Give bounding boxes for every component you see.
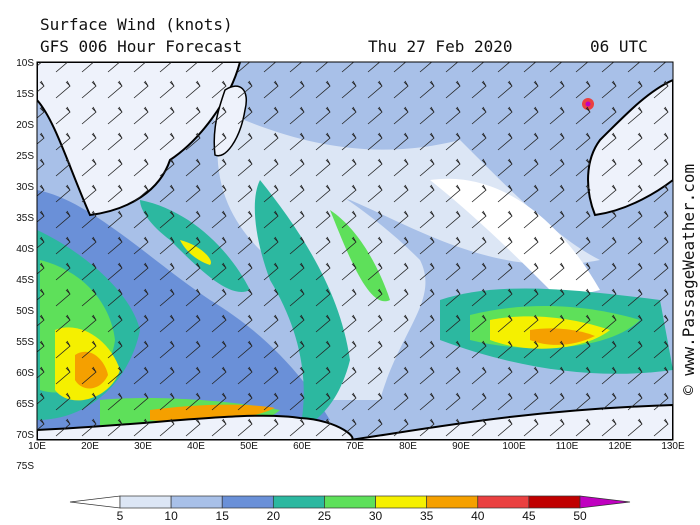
colorbar-swatch xyxy=(375,495,428,509)
colorbar-label: 45 xyxy=(522,509,536,523)
colorbar-swatch xyxy=(477,495,530,509)
colorbar-swatch xyxy=(324,495,376,509)
lon-label: 20E xyxy=(81,441,99,452)
lat-label: 15S xyxy=(16,89,34,100)
lat-label: 50S xyxy=(16,306,34,317)
lon-label: 100E xyxy=(502,441,526,452)
time: 06 UTC xyxy=(590,37,648,56)
colorbar-label: 5 xyxy=(117,509,124,523)
lat-label: 45S xyxy=(16,275,34,286)
colorbar-label: 25 xyxy=(318,509,332,523)
colorbar-low xyxy=(69,495,121,509)
colorbar-swatch xyxy=(119,495,172,509)
colorbar-label: 30 xyxy=(369,509,383,523)
lon-label: 120E xyxy=(608,441,632,452)
subtitle: GFS 006 Hour Forecast xyxy=(40,37,242,56)
colorbar-label: 20 xyxy=(267,509,281,523)
lon-label: 10E xyxy=(28,441,46,452)
date: Thu 27 Feb 2020 xyxy=(368,37,513,56)
colorbar-swatch xyxy=(221,495,274,509)
lon-label: 110E xyxy=(556,441,579,452)
lon-label: 30E xyxy=(134,441,152,452)
colorbar-label: 10 xyxy=(164,509,178,523)
lat-label: 35S xyxy=(16,213,34,224)
colorbar-label: 15 xyxy=(216,509,230,523)
lon-label: 50E xyxy=(240,441,258,452)
colorbar-swatch xyxy=(528,495,581,509)
lat-label: 20S xyxy=(16,120,34,131)
lon-label: 70E xyxy=(346,441,364,452)
credit: © www.PassageWeather.com xyxy=(679,164,698,395)
lat-label: 30S xyxy=(16,182,34,193)
colorbar-high xyxy=(579,495,631,509)
lat-label: 55S xyxy=(16,337,34,348)
lat-label: 70S xyxy=(16,430,34,441)
lon-label: 60E xyxy=(293,441,311,452)
lat-label: 60S xyxy=(16,368,34,379)
title: Surface Wind (knots) xyxy=(40,15,233,34)
colorbar-swatch xyxy=(426,495,479,509)
lat-label: 40S xyxy=(16,244,34,255)
lon-label: 40E xyxy=(187,441,205,452)
lat-label: 75S xyxy=(16,461,34,472)
lat-label: 10S xyxy=(16,58,34,69)
map-frame xyxy=(36,61,674,441)
colorbar-label: 35 xyxy=(420,509,434,523)
lat-label: 65S xyxy=(16,399,34,410)
lon-label: 80E xyxy=(399,441,417,452)
lat-label: 25S xyxy=(16,151,34,162)
colorbar-label: 40 xyxy=(471,509,485,523)
lon-label: 90E xyxy=(452,441,470,452)
map xyxy=(37,62,673,440)
lon-label: 130E xyxy=(661,441,685,452)
colorbar-swatch xyxy=(170,495,223,509)
colorbar-label: 50 xyxy=(573,509,587,523)
colorbar-swatch xyxy=(272,495,325,509)
